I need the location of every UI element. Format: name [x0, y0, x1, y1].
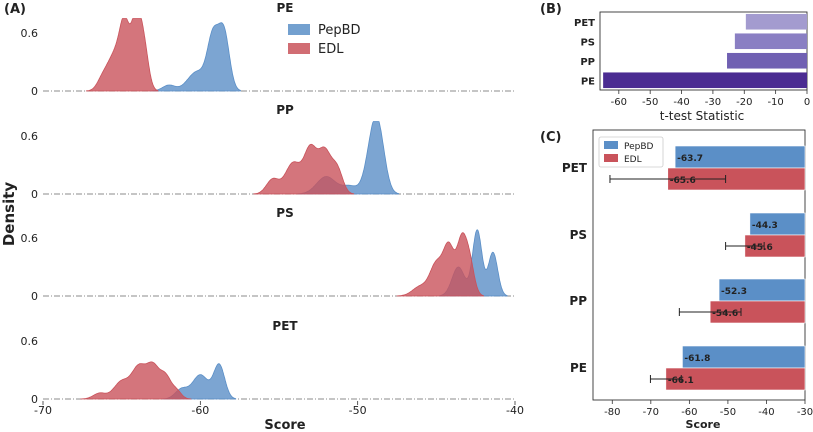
category-label-pet: PET — [562, 161, 588, 175]
category-label-pp: PP — [569, 294, 587, 308]
panel-c-bar-chart: PET -63.7 -65.6 PS -44.3 -45.6 PP -52.3 -54.6 PE -… — [562, 129, 813, 418]
y-tick-label: 0.6 — [21, 27, 39, 40]
x-tick-label: -60 — [681, 407, 697, 418]
x-tick-label: -70 — [643, 407, 659, 418]
bar-pe — [603, 72, 807, 89]
data-label-pepbd-pp: -52.3 — [721, 287, 747, 297]
y-tick-label: 0 — [31, 85, 38, 98]
y-tick-label: 0 — [31, 290, 38, 303]
bar-pp — [727, 52, 807, 69]
y-tick-label: 0.6 — [21, 232, 39, 245]
panel-b-bar-chart: PET PS PP PE -60 -50 -40 -30 -20 -10 0 — [574, 11, 810, 108]
legend-swatch-pepbd — [288, 24, 310, 35]
x-tick-label: -50 — [720, 407, 736, 418]
legend-label-edl: EDL — [318, 42, 344, 57]
panel-b-x-axis-label: t-test Statistic — [660, 109, 745, 123]
panel-b-label: (B) — [540, 2, 562, 17]
x-tick-label: -40 — [758, 407, 774, 418]
facet-title-pe: PE — [277, 1, 294, 15]
x-tick-label: -30 — [705, 97, 721, 108]
x-tick-label: -20 — [736, 97, 752, 108]
legend-label-pepbd: PepBD — [318, 23, 361, 38]
panel-b-frame — [599, 11, 808, 91]
density-area-edl-pp — [253, 143, 355, 195]
data-label-pepbd-ps: -44.3 — [752, 221, 778, 231]
panel-a-label: (A) — [4, 2, 26, 17]
x-tick-label: -40 — [673, 97, 689, 108]
category-label-pp: PP — [580, 57, 595, 68]
density-area-edl-ps — [396, 232, 484, 297]
x-tick-label: -30 — [797, 407, 813, 418]
x-tick-label: -50 — [349, 404, 367, 417]
density-area-pepbd-pe — [149, 22, 241, 92]
data-label-edl-ps: -45.6 — [747, 243, 773, 253]
panel-c-legend-label-pepbd: PepBD — [624, 142, 654, 152]
facet-title-pp: PP — [276, 103, 294, 117]
x-tick-label: 0 — [804, 97, 810, 108]
y-tick-label: 0 — [31, 393, 38, 406]
category-label-ps: PS — [580, 37, 595, 48]
panel-a-y-axis-label: Density — [0, 182, 18, 247]
x-tick-label: -60 — [611, 97, 627, 108]
category-label-pe: PE — [581, 76, 595, 87]
panel-c-legend-swatch-pepbd — [604, 141, 618, 149]
y-tick-label: 0.6 — [21, 335, 39, 348]
facet-title-ps: PS — [276, 206, 293, 220]
x-tick-label: -70 — [34, 404, 52, 417]
x-tick-label: -50 — [642, 97, 658, 108]
data-label-pepbd-pet: -63.7 — [677, 154, 703, 164]
panel-a-ridgeline: PE 0 0.6 PP 0 0.6 PS 0 0.6 PET 0 0.6 -70 -60 -50 -40 — [21, 1, 524, 417]
bar-ps — [734, 33, 807, 50]
panel-c-legend-swatch-edl — [604, 154, 618, 162]
facet-title-pet: PET — [272, 319, 298, 333]
y-tick-label: 0 — [31, 188, 38, 201]
data-label-pepbd-pe: -61.8 — [684, 354, 710, 364]
panel-a-x-axis-label: Score — [264, 418, 305, 432]
category-label-pe: PE — [570, 361, 587, 375]
panel-c-legend-label-edl: EDL — [624, 155, 642, 165]
x-tick-label: -80 — [604, 407, 620, 418]
bar-pet — [745, 13, 807, 30]
panel-c-legend: PepBD EDL — [598, 136, 664, 168]
panel-a-legend: PepBD EDL — [288, 23, 361, 57]
x-tick-label: -60 — [191, 404, 209, 417]
data-label-edl-pet: -65.6 — [670, 176, 696, 186]
category-label-pet: PET — [574, 18, 595, 29]
x-tick-label: -40 — [506, 404, 524, 417]
data-label-edl-pp: -54.6 — [712, 309, 738, 319]
density-area-edl-pet — [80, 361, 192, 400]
density-area-edl-pe — [85, 18, 159, 92]
panel-c-frame — [592, 129, 806, 401]
category-label-ps: PS — [570, 228, 587, 242]
panel-c-x-axis-label: Score — [686, 418, 721, 431]
y-tick-label: 0.6 — [21, 130, 39, 143]
panel-c-label: (C) — [540, 130, 561, 145]
legend-swatch-edl — [288, 43, 310, 54]
x-tick-label: -10 — [767, 97, 783, 108]
